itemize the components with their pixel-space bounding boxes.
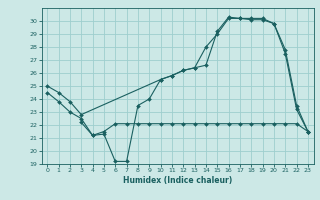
X-axis label: Humidex (Indice chaleur): Humidex (Indice chaleur) xyxy=(123,176,232,185)
